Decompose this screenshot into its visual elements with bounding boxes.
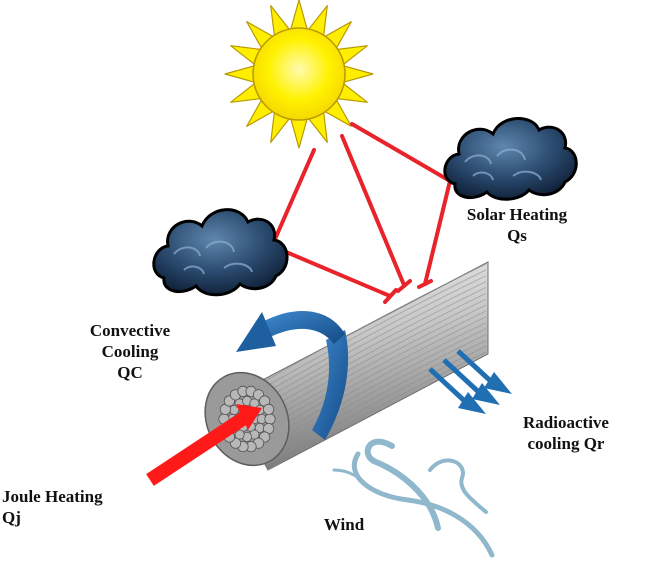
label-convective-cooling: Convective Cooling QC	[70, 320, 190, 383]
label-radiative-line2: cooling Qr	[527, 434, 605, 453]
label-radiative-line1: Radioactive	[523, 413, 609, 432]
label-convective-line2: Cooling	[101, 342, 159, 361]
joule-heating-arrow	[146, 404, 262, 486]
label-convective-line3: QC	[117, 363, 143, 382]
label-joule-heating: Joule Heating Qj	[2, 486, 142, 528]
convection-arrow	[236, 310, 349, 440]
label-joule-line2: Qj	[2, 508, 21, 527]
label-joule-line1: Joule Heating	[2, 487, 103, 506]
wind-icon	[332, 438, 495, 558]
ray-line	[270, 148, 316, 248]
ray-line	[350, 122, 452, 183]
label-radiative-cooling: Radioactive cooling Qr	[506, 412, 626, 454]
label-solar-heating: Solar Heating Qs	[452, 204, 582, 246]
ray-line	[340, 134, 406, 287]
label-wind: Wind	[323, 515, 365, 534]
cloud-icon	[443, 117, 578, 201]
label-solar-line1: Solar Heating	[466, 205, 568, 224]
cloud-icon	[152, 208, 289, 297]
label-convective-line1: Convective	[89, 321, 171, 340]
solar-ray-lines	[270, 122, 452, 304]
cable-conductor	[204, 261, 489, 471]
ray-line	[270, 244, 392, 298]
sun-icon	[224, 0, 374, 149]
radiation-arrows	[428, 349, 512, 414]
ray-line	[423, 179, 452, 286]
label-solar-line2: Qs	[507, 226, 527, 245]
